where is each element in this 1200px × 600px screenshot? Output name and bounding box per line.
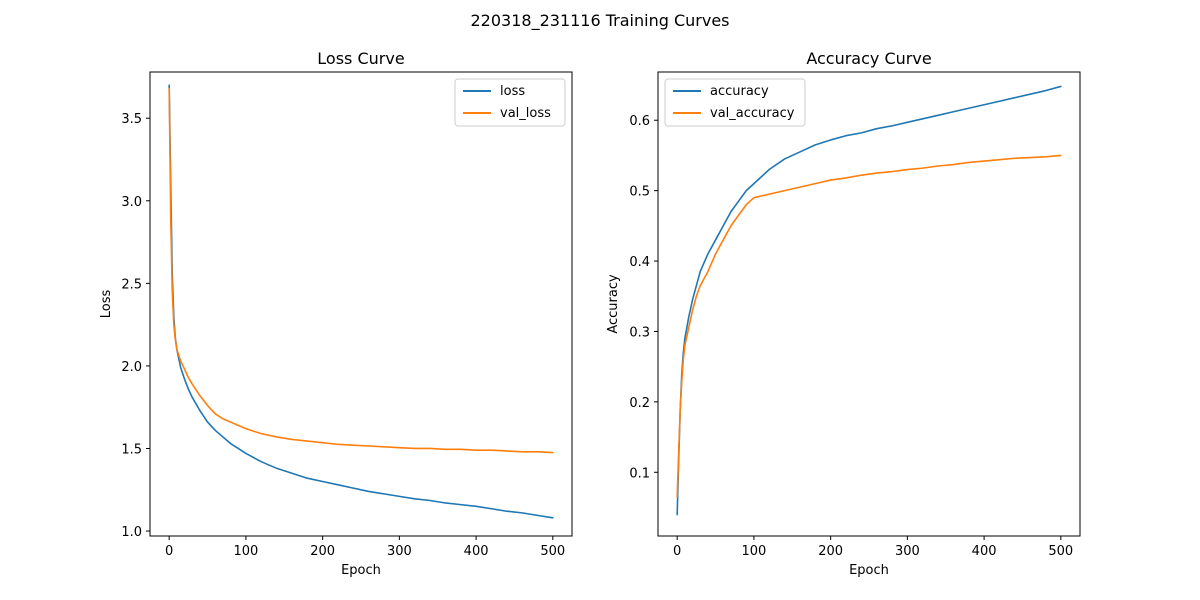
loss-xtick-label: 400: [464, 544, 489, 559]
loss-ytick-label: 3.5: [121, 112, 142, 127]
loss-ytick-label: 2.0: [121, 360, 142, 375]
accuracy-series-line-accuracy: [676, 85, 1062, 516]
accuracy-xtick-label: 200: [818, 544, 843, 559]
accuracy-chart-frame: [657, 71, 1081, 537]
loss-chart-xlabel: Epoch: [341, 563, 381, 578]
accuracy-chart-legend: accuracy val_accuracy: [664, 78, 806, 127]
accuracy-ytick-label: 0.1: [629, 466, 650, 481]
loss-ytick-label: 3.0: [121, 195, 142, 210]
loss-xtick-label: 200: [310, 544, 335, 559]
accuracy-ytick-label: 0.2: [629, 396, 650, 411]
loss-chart-ylabel: Loss: [99, 290, 114, 319]
loss-chart-title: Loss Curve: [317, 49, 404, 68]
loss-xtick-label: 500: [540, 544, 565, 559]
accuracy-ytick-label: 0.3: [629, 325, 650, 340]
loss-ytick-label: 1.0: [121, 525, 142, 540]
accuracy-xtick-label: 100: [741, 544, 766, 559]
accuracy-chart: Accuracy Curve Epoch Accuracy 0 100 200 300…: [606, 49, 1081, 578]
accuracy-chart-xlabel: Epoch: [849, 563, 889, 578]
loss-xtick-label: 300: [387, 544, 412, 559]
loss-chart-frame: [149, 71, 573, 537]
accuracy-xtick-label: 400: [972, 544, 997, 559]
accuracy-ytick-label: 0.4: [629, 255, 650, 270]
loss-xtick-label: 0: [165, 544, 173, 559]
accuracy-chart-ylabel: Accuracy: [606, 274, 621, 334]
loss-legend-label-val-loss: val_loss: [500, 106, 551, 121]
figure-suptitle: 220318_231116 Training Curves: [471, 11, 730, 31]
loss-ytick-label: 2.5: [121, 277, 142, 292]
loss-chart: Loss Curve Epoch Loss 0 100 200 300 400 500 1.…: [99, 49, 573, 578]
loss-series-line-loss: [168, 84, 554, 519]
accuracy-series-line-val-accuracy: [676, 154, 1062, 498]
accuracy-xtick-label: 500: [1048, 544, 1073, 559]
loss-ytick-label: 1.5: [121, 442, 142, 457]
accuracy-xtick-label: 0: [673, 544, 681, 559]
loss-chart-legend: loss val_loss: [454, 78, 566, 127]
loss-series-line-val-loss: [168, 87, 554, 454]
accuracy-xtick-label: 300: [895, 544, 920, 559]
accuracy-ytick-label: 0.5: [629, 185, 650, 200]
loss-xtick-label: 100: [233, 544, 258, 559]
accuracy-chart-title: Accuracy Curve: [806, 49, 931, 68]
accuracy-ytick-label: 0.6: [629, 114, 650, 129]
accuracy-legend-label-accuracy: accuracy: [710, 84, 769, 99]
accuracy-legend-label-val-accuracy: val_accuracy: [710, 106, 795, 121]
loss-legend-label-loss: loss: [500, 84, 525, 99]
